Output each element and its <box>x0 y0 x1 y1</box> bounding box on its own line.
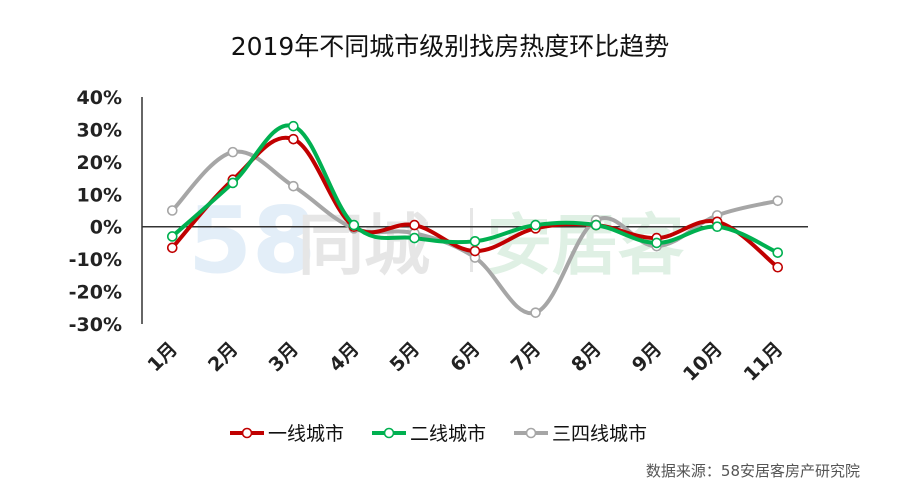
x-tick-label: 5月 <box>386 338 424 376</box>
data-point <box>227 146 239 158</box>
source-note: 数据来源：58安居客房产研究院 <box>646 462 860 480</box>
data-point <box>227 177 239 189</box>
data-point <box>166 205 178 216</box>
legend-item: 二线城市 <box>372 423 486 445</box>
watermark-number: 58 <box>188 187 316 294</box>
watermark-brand: 同城 <box>298 207 430 284</box>
x-tick-label: 6月 <box>446 338 484 376</box>
x-tick-label: 7月 <box>507 338 545 376</box>
legend-marker <box>525 427 537 439</box>
y-tick-label: -30% <box>69 314 122 336</box>
data-point <box>348 219 360 231</box>
y-tick-label: 20% <box>77 152 122 174</box>
data-point <box>530 307 541 318</box>
data-point <box>590 219 602 231</box>
series-group <box>166 120 784 318</box>
data-point <box>772 261 784 273</box>
y-tick-label: 10% <box>77 184 122 206</box>
legend-marker <box>241 427 253 439</box>
data-point <box>288 180 299 192</box>
y-tick-label: 30% <box>77 119 122 141</box>
x-tick-label: 9月 <box>628 338 666 376</box>
data-point <box>469 236 481 247</box>
legend-item: 三四线城市 <box>514 423 647 445</box>
legend: 一线城市 二线城市 三四线城市 <box>230 423 647 445</box>
data-point <box>530 219 541 231</box>
x-axis-ticks: 1月 2月 3月 4月 5月 6月 7月 8月 9月 10月 11月 <box>143 338 787 386</box>
data-point <box>288 120 299 132</box>
y-tick-label: 0% <box>90 217 122 239</box>
x-tick-label: 11月 <box>740 338 788 386</box>
data-point <box>409 232 420 244</box>
legend-label: 三四线城市 <box>552 423 647 445</box>
y-tick-label: -20% <box>69 282 122 304</box>
x-tick-label: 8月 <box>567 338 605 376</box>
y-tick-label: 40% <box>77 87 122 109</box>
series-2 <box>166 120 784 258</box>
x-tick-label: 10月 <box>679 338 727 386</box>
series-line <box>170 135 780 270</box>
legend-label: 二线城市 <box>410 423 486 445</box>
chart-title: 2019年不同城市级别找房热度环比趋势 <box>231 32 670 61</box>
data-point <box>166 242 178 254</box>
x-tick-label: 3月 <box>265 338 303 376</box>
data-point <box>772 247 784 258</box>
y-tick-label: -10% <box>69 249 122 271</box>
data-point <box>711 221 723 233</box>
x-tick-label: 1月 <box>143 338 181 376</box>
legend-marker <box>383 427 395 439</box>
y-axis-ticks: -30% -20% -10% 0% 10% 20% 30% 40% <box>69 87 122 336</box>
series-line <box>170 123 780 255</box>
data-point <box>651 237 662 249</box>
data-point <box>409 219 420 231</box>
data-point <box>166 231 178 242</box>
x-tick-label: 4月 <box>325 338 363 376</box>
data-point <box>772 195 784 207</box>
legend-label: 一线城市 <box>268 423 344 445</box>
data-point <box>469 245 481 257</box>
data-point <box>288 133 299 145</box>
legend-item: 一线城市 <box>230 423 344 445</box>
x-tick-label: 2月 <box>204 338 242 376</box>
